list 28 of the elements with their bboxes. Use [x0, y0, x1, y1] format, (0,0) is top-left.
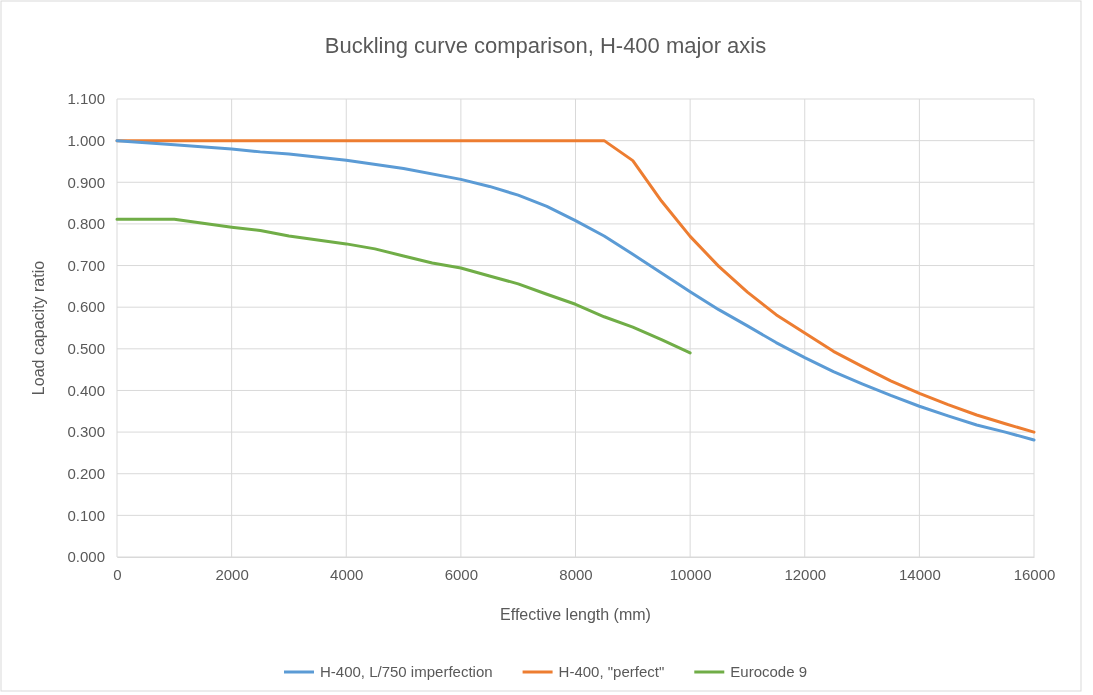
- x-tick-label: 2000: [215, 565, 249, 583]
- x-tick-label: 12000: [784, 565, 827, 583]
- x-axis-title: Effective length (mm): [500, 606, 651, 623]
- x-tick-label: 16000: [1013, 565, 1056, 583]
- y-tick-label: 0.800: [67, 215, 105, 233]
- legend-label: H-400, L/750 imperfection: [319, 663, 493, 680]
- y-tick-label: 0.000: [67, 548, 105, 566]
- line-series: [115, 217, 692, 355]
- x-tick-label: 6000: [444, 565, 479, 583]
- y-tick-label: 0.700: [67, 256, 105, 274]
- y-tick-label: 0.100: [67, 506, 105, 524]
- x-tick-label: 10000: [669, 565, 712, 583]
- y-tick-label: 0.200: [67, 465, 105, 483]
- y-tick-label: 0.600: [67, 298, 105, 316]
- legend-label: Eurocode 9: [730, 663, 808, 680]
- y-tick-label: 0.400: [67, 381, 105, 399]
- x-tick-label: 8000: [559, 565, 593, 583]
- x-tick-label: 4000: [330, 565, 364, 583]
- y-tick-label: 0.500: [67, 340, 105, 358]
- y-tick-label: 1.000: [67, 131, 105, 149]
- y-tick-label: 0.900: [67, 173, 105, 191]
- y-tick-label: 1.100: [67, 90, 105, 108]
- y-tick-label: 0.300: [67, 423, 105, 441]
- x-tick-label: 14000: [899, 565, 941, 583]
- chart-title: Buckling curve comparison, H-400 major axis: [324, 33, 767, 58]
- y-axis-title: Load capacity ratio: [30, 260, 47, 396]
- legend-label: H-400, "perfect": [558, 663, 665, 680]
- x-tick-label: 0: [113, 565, 122, 583]
